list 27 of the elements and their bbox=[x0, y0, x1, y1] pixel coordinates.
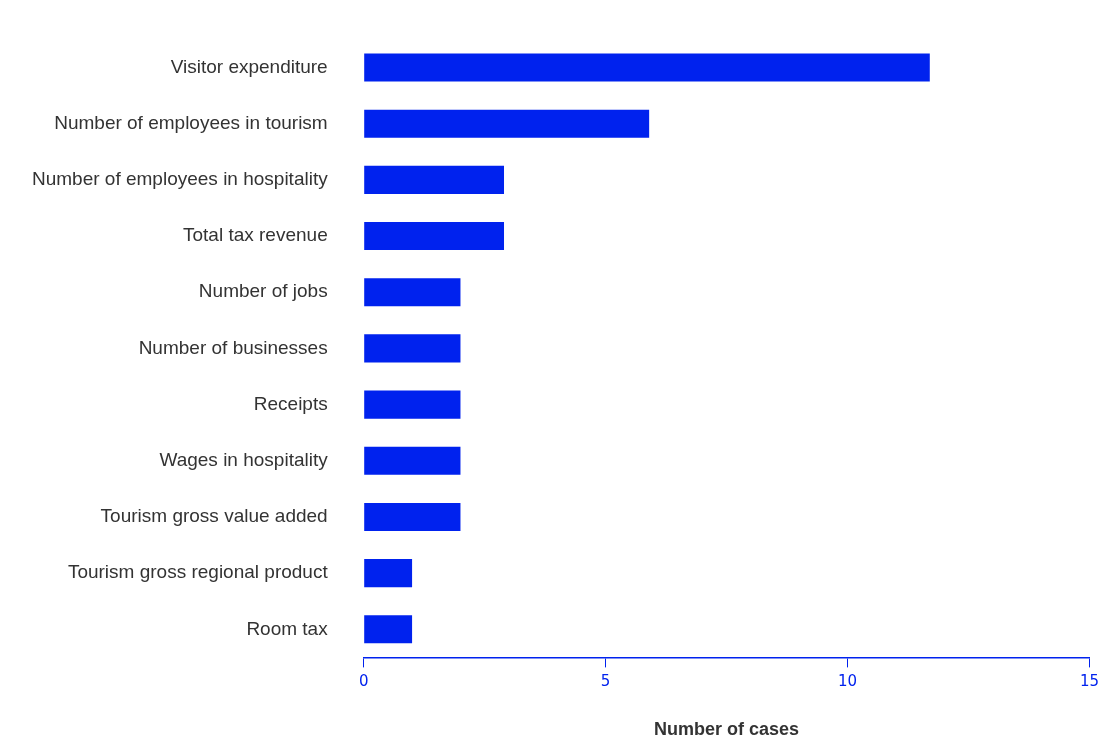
bar bbox=[364, 615, 413, 644]
bar bbox=[364, 334, 461, 363]
bar bbox=[364, 221, 505, 251]
x-tick-label: 5 bbox=[600, 672, 611, 691]
y-tick-label: Visitor expenditure bbox=[170, 55, 328, 77]
y-tick-label: Tourism gross regional product bbox=[67, 561, 329, 583]
x-axis-title: Number of cases bbox=[654, 719, 800, 740]
bar bbox=[364, 446, 461, 475]
y-tick-label: Receipts bbox=[253, 392, 328, 414]
y-tick-label: Tourism gross value added bbox=[100, 505, 328, 527]
x-tick-label: 10 bbox=[837, 672, 858, 691]
y-tick-label: Total tax revenue bbox=[182, 224, 328, 246]
bar bbox=[364, 109, 650, 138]
bar bbox=[364, 278, 461, 307]
bar bbox=[364, 53, 930, 82]
y-tick-label: Number of employees in tourism bbox=[54, 111, 328, 133]
y-tick-label: Number of businesses bbox=[138, 336, 328, 358]
bar bbox=[364, 502, 461, 531]
y-tick-label: Number of employees in hospitality bbox=[31, 168, 329, 190]
bar bbox=[364, 165, 505, 194]
bar bbox=[364, 559, 413, 588]
x-tick-label: 15 bbox=[1079, 672, 1099, 691]
y-tick-label: Number of jobs bbox=[198, 280, 328, 302]
y-tick-label: Room tax bbox=[246, 617, 329, 639]
x-tick-label: 0 bbox=[358, 672, 369, 691]
y-tick-label: Wages in hospitality bbox=[159, 449, 329, 470]
bar bbox=[364, 390, 461, 419]
